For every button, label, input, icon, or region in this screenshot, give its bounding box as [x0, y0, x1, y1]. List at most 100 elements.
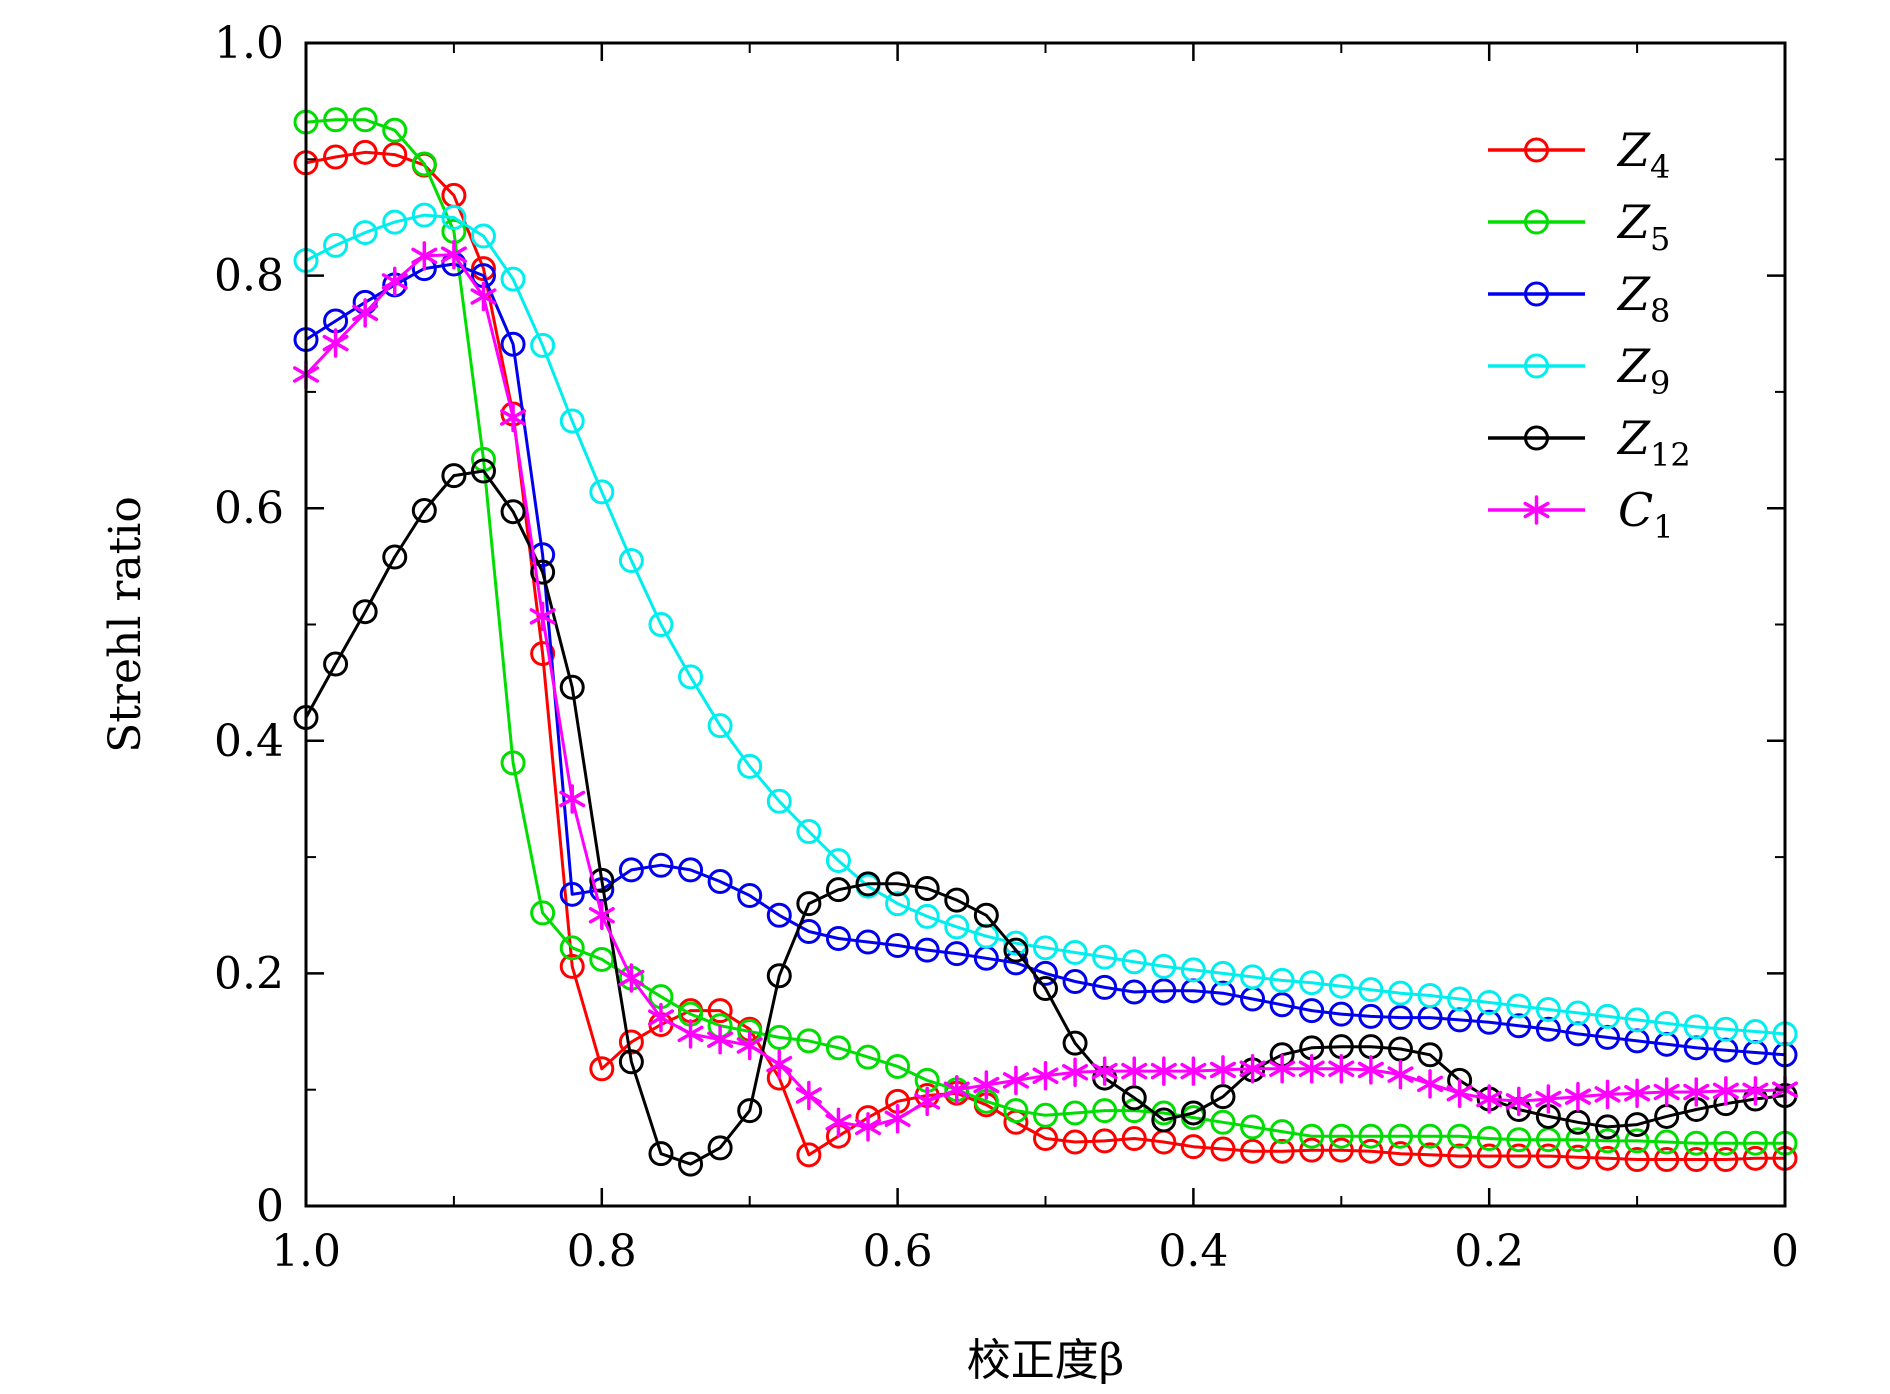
legend-marker-z4: [1524, 137, 1549, 163]
data-point-z4: [1506, 1143, 1532, 1169]
data-point-z4: [352, 139, 378, 165]
data-point-c1-stroke: [470, 288, 497, 305]
data-point-z5: [1240, 1114, 1266, 1140]
data-point-c1-stroke: [1091, 1062, 1118, 1080]
data-point-z9: [1624, 1007, 1650, 1033]
data-point-c1-stroke: [1564, 1088, 1591, 1105]
x-tick-label: 0: [1771, 1226, 1799, 1277]
series-z8: [293, 251, 1798, 1068]
data-point-z12: [589, 867, 615, 893]
series-line-c1: [304, 253, 1786, 1129]
data-point-z5: [530, 900, 556, 926]
data-point-z12: [914, 876, 940, 902]
legend-label-z4: Z4: [1616, 123, 1670, 186]
y-axis-label: Strehl ratio: [100, 496, 151, 753]
data-point-z4: [1447, 1143, 1473, 1169]
data-point-z4: [1535, 1143, 1561, 1169]
data-point-z5: [323, 107, 349, 133]
data-point-z5: [1328, 1123, 1354, 1149]
data-point-z12: [470, 458, 496, 484]
data-point-z8: [618, 857, 644, 883]
legend-label-z5: Z5: [1616, 195, 1670, 258]
x-tick-label: 0.2: [1454, 1226, 1524, 1277]
data-point-z9: [678, 664, 704, 690]
data-point-z9: [1121, 949, 1147, 975]
data-point-z4: [1565, 1144, 1591, 1170]
data-point-z5: [1624, 1128, 1650, 1154]
data-point-c1-stroke: [1624, 1084, 1651, 1102]
data-point-z8: [1387, 1005, 1413, 1031]
data-point-z9: [382, 209, 408, 235]
data-point-z12: [796, 891, 822, 917]
data-point-z12: [382, 544, 408, 570]
data-point-z5: [1358, 1123, 1384, 1149]
data-point-z12: [1121, 1085, 1147, 1111]
y-tick-label: 0.4: [214, 716, 284, 767]
legend-entry-z12: Z12: [1488, 411, 1691, 474]
data-point-z9: [825, 848, 851, 874]
data-point-c1-stroke: [1062, 1064, 1089, 1081]
series-line-z9: [305, 213, 1786, 1036]
data-point-z4: [1683, 1146, 1709, 1172]
data-point-c1-stroke: [1032, 1067, 1059, 1084]
data-point-z12: [1180, 1100, 1206, 1126]
data-point-z9: [1092, 944, 1118, 970]
data-point-z5: [1565, 1127, 1591, 1153]
data-point-z5: [885, 1053, 911, 1079]
data-point-z4: [1713, 1146, 1739, 1172]
legend: Z4 Z5 Z8 Z9 Z12 C1: [1488, 123, 1691, 546]
data-point-z5: [1387, 1123, 1413, 1149]
data-point-z8: [766, 902, 792, 928]
data-point-c1-stroke: [618, 969, 645, 987]
data-point-z9: [470, 223, 496, 249]
data-point-z5: [500, 750, 526, 776]
data-point-z8: [1269, 992, 1295, 1018]
data-point-c1-stroke: [411, 247, 438, 265]
data-point-z9: [1417, 982, 1443, 1008]
data-point-c1-stroke: [322, 334, 349, 352]
y-tick-label: 0.6: [214, 483, 284, 534]
data-point-z5: [1683, 1130, 1709, 1156]
data-point-z9: [1358, 977, 1384, 1003]
data-point-z9: [500, 266, 526, 292]
data-point-z4: [1742, 1145, 1768, 1171]
data-point-c1-stroke: [677, 1025, 704, 1043]
data-point-z9: [1003, 930, 1029, 956]
data-point-z8: [1092, 974, 1118, 1000]
data-point-z9: [1713, 1016, 1739, 1042]
data-point-c1-stroke: [1298, 1060, 1325, 1078]
data-point-z9: [1180, 957, 1206, 983]
data-point-z5: [1269, 1119, 1295, 1145]
data-point-c1-stroke: [1269, 1060, 1296, 1078]
data-point-z12: [1417, 1042, 1443, 1068]
data-point-c1-stroke: [1328, 1060, 1355, 1078]
data-point-c1-stroke: [1446, 1084, 1473, 1102]
data-point-z8: [737, 882, 763, 908]
data-point-c1-stroke: [973, 1076, 1000, 1094]
data-point-z12: [1003, 937, 1029, 963]
data-point-z12: [1210, 1084, 1236, 1110]
data-point-z8: [500, 331, 526, 357]
data-point-z8: [1210, 980, 1236, 1006]
data-point-z12: [441, 463, 467, 489]
legend-marker-z8: [1524, 281, 1549, 307]
data-point-z12: [678, 1151, 704, 1177]
data-point-z5: [1654, 1129, 1680, 1155]
y-tick-label: 0: [256, 1181, 284, 1232]
data-point-z12: [944, 887, 970, 913]
data-point-z5: [1417, 1123, 1443, 1149]
legend-entry-z8: Z8: [1488, 267, 1670, 330]
data-point-z5: [766, 1024, 792, 1050]
plot-area: [292, 107, 1799, 1177]
data-point-z9: [1506, 993, 1532, 1019]
data-point-c1-stroke: [1150, 1062, 1177, 1080]
data-point-z4: [796, 1142, 822, 1168]
legend-entry-c1: C1: [1488, 483, 1674, 546]
data-point-z4: [530, 641, 556, 667]
data-point-z4: [1092, 1128, 1118, 1154]
data-point-z12: [707, 1135, 733, 1161]
data-point-z9: [441, 204, 467, 230]
data-point-z4: [1299, 1137, 1325, 1163]
data-point-z4: [559, 953, 585, 979]
data-point-z8: [559, 881, 585, 907]
